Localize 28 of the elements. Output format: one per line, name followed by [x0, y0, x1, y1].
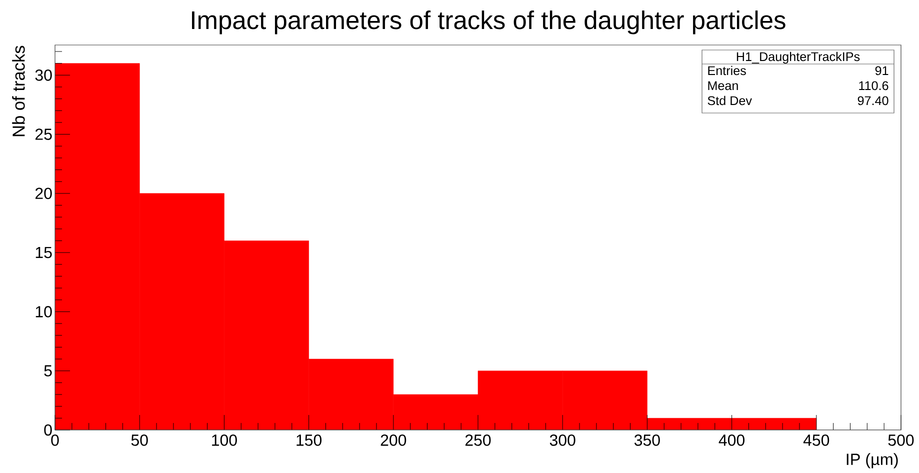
- annotation: 91: [875, 66, 888, 76]
- x-tick-label: 0: [51, 434, 59, 446]
- y-tick-label: 20: [35, 188, 52, 200]
- x-tick-label: 500: [888, 434, 914, 446]
- y-tick-label: 5: [44, 365, 52, 376]
- x-axis-title: IP (µm): [846, 453, 898, 468]
- x-tick-label: 350: [634, 434, 660, 446]
- y-tick-label: 15: [36, 246, 52, 258]
- y-tick-label: 0: [44, 424, 52, 436]
- annotation: 110.6: [859, 81, 888, 90]
- annotation: H1_DaughterTrackIPs: [736, 52, 860, 64]
- annotation: Std Dev: [708, 96, 752, 106]
- chart-title: Impact parameters of tracks of the daughter particles: [192, 10, 786, 34]
- x-tick-label: 300: [550, 434, 576, 446]
- y-tick-label: 10: [36, 306, 52, 318]
- annotation: Mean: [708, 81, 738, 90]
- y-axis-title: Nb of tracks: [12, 46, 25, 136]
- annotation: 97.40: [858, 96, 888, 106]
- x-tick-label: 100: [212, 434, 237, 446]
- y-tick-label: 25: [35, 128, 52, 140]
- y-tick-label: 30: [35, 69, 52, 81]
- x-tick-label: 250: [465, 434, 491, 446]
- x-tick-label: 450: [803, 434, 830, 446]
- x-tick-label: 400: [718, 434, 745, 446]
- x-tick-label: 200: [380, 434, 406, 446]
- x-tick-label: 50: [131, 434, 148, 446]
- annotation: Entries: [708, 66, 746, 76]
- x-tick-label: 150: [296, 434, 322, 446]
